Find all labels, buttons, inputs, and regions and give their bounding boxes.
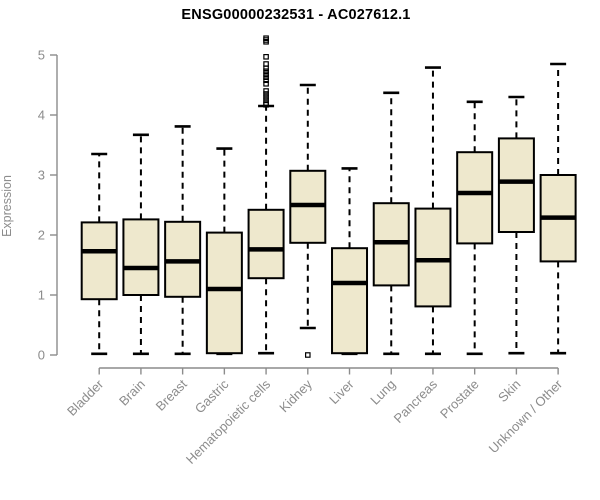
outlier-point bbox=[263, 88, 269, 94]
y-tick-label: 1 bbox=[38, 288, 45, 303]
x-category-label: Brain bbox=[116, 377, 148, 409]
outlier-point bbox=[263, 71, 269, 78]
x-category-label: Pancreas bbox=[391, 376, 441, 426]
x-category-label: Kidney bbox=[276, 376, 315, 415]
x-category-label: Skin bbox=[495, 377, 523, 405]
outlier-point bbox=[263, 61, 269, 67]
chart-title: ENSG00000232531 - AC027612.1 bbox=[181, 7, 411, 23]
outlier-point bbox=[263, 97, 269, 103]
box bbox=[456, 151, 494, 245]
y-tick-label: 3 bbox=[38, 168, 45, 183]
y-tick-label: 2 bbox=[38, 228, 45, 243]
box bbox=[497, 137, 535, 233]
x-category-label: Bladder bbox=[64, 376, 107, 419]
outlier-point bbox=[263, 35, 269, 42]
y-tick-label: 0 bbox=[38, 348, 45, 363]
x-category-label: Unknown / Other bbox=[486, 376, 566, 456]
box bbox=[331, 247, 369, 355]
y-tick-label: 4 bbox=[38, 108, 45, 123]
box bbox=[247, 208, 285, 280]
box bbox=[205, 231, 243, 355]
box bbox=[80, 221, 118, 301]
x-category-label: Breast bbox=[153, 376, 190, 413]
x-category-label: Lung bbox=[367, 377, 398, 408]
outlier-point bbox=[305, 352, 311, 358]
x-category-label: Gastric bbox=[192, 376, 232, 416]
x-category-label: Liver bbox=[326, 376, 357, 407]
outlier-point bbox=[263, 91, 269, 97]
outlier-point bbox=[263, 80, 269, 87]
box bbox=[122, 218, 160, 296]
outlier-point bbox=[263, 77, 269, 84]
x-category-label: Prostate bbox=[437, 377, 482, 422]
outlier-point bbox=[263, 100, 269, 106]
outlier-point bbox=[263, 68, 269, 75]
y-tick-label: 5 bbox=[38, 48, 45, 63]
outlier-point bbox=[263, 53, 269, 60]
outlier-point bbox=[263, 94, 269, 100]
outlier-point bbox=[263, 74, 269, 81]
box bbox=[414, 207, 452, 308]
